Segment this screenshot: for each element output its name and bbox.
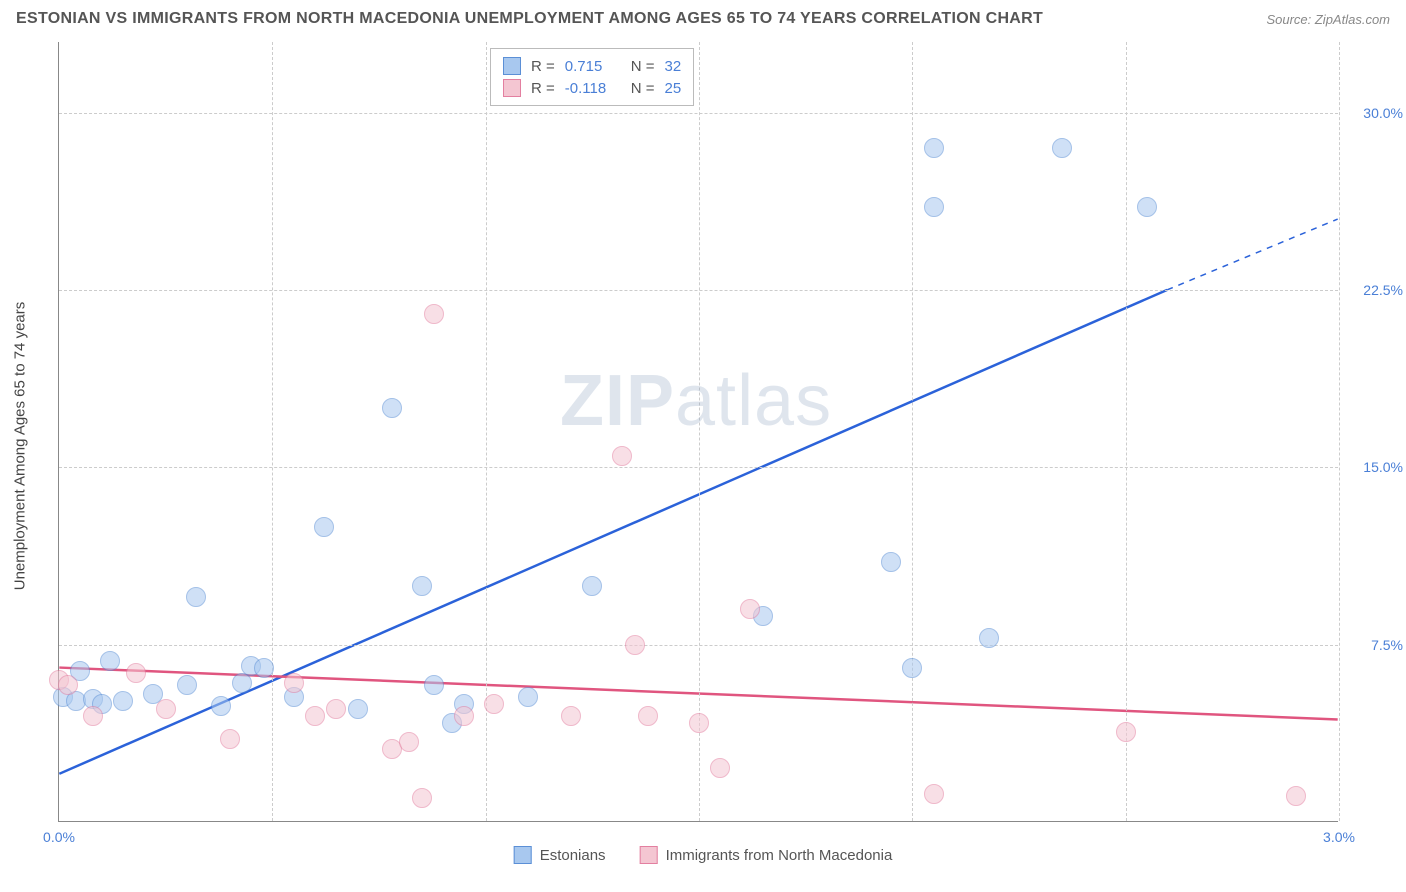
n-label: N = bbox=[631, 80, 655, 97]
data-point-estonians bbox=[382, 398, 402, 418]
x-tick-label: 3.0% bbox=[1323, 829, 1355, 845]
trendline-extrapolated bbox=[1167, 219, 1337, 290]
gridline-vertical bbox=[272, 42, 273, 821]
data-point-macedonia bbox=[1116, 722, 1136, 742]
data-point-estonians bbox=[177, 675, 197, 695]
data-point-macedonia bbox=[638, 706, 658, 726]
n-value: 25 bbox=[665, 80, 682, 97]
n-label: N = bbox=[631, 58, 655, 75]
data-point-estonians bbox=[979, 628, 999, 648]
data-point-estonians bbox=[1052, 138, 1072, 158]
data-point-macedonia bbox=[305, 706, 325, 726]
legend-item: Estonians bbox=[514, 846, 606, 864]
data-point-macedonia bbox=[424, 304, 444, 324]
data-point-macedonia bbox=[1286, 786, 1306, 806]
data-point-estonians bbox=[924, 197, 944, 217]
gridline-vertical bbox=[1339, 42, 1340, 821]
legend-item: Immigrants from North Macedonia bbox=[640, 846, 893, 864]
data-point-macedonia bbox=[284, 673, 304, 693]
data-point-macedonia bbox=[83, 706, 103, 726]
y-tick-label: 15.0% bbox=[1363, 459, 1403, 475]
data-point-estonians bbox=[582, 576, 602, 596]
n-value: 32 bbox=[665, 58, 682, 75]
data-point-macedonia bbox=[561, 706, 581, 726]
legend-swatch bbox=[640, 846, 658, 864]
data-point-macedonia bbox=[612, 446, 632, 466]
data-point-estonians bbox=[424, 675, 444, 695]
data-point-macedonia bbox=[689, 713, 709, 733]
data-point-estonians bbox=[881, 552, 901, 572]
data-point-estonians bbox=[314, 517, 334, 537]
gridline-vertical bbox=[699, 42, 700, 821]
chart-title: ESTONIAN VS IMMIGRANTS FROM NORTH MACEDO… bbox=[16, 10, 1043, 28]
y-axis-title: Unemployment Among Ages 65 to 74 years bbox=[12, 302, 29, 591]
gridline-vertical bbox=[912, 42, 913, 821]
y-tick-label: 7.5% bbox=[1371, 637, 1403, 653]
data-point-estonians bbox=[1137, 197, 1157, 217]
data-point-macedonia bbox=[454, 706, 474, 726]
r-label: R = bbox=[531, 58, 555, 75]
data-point-macedonia bbox=[484, 694, 504, 714]
data-point-macedonia bbox=[126, 663, 146, 683]
stats-row: R = -0.118 N = 25 bbox=[503, 77, 681, 99]
data-point-estonians bbox=[100, 651, 120, 671]
data-point-macedonia bbox=[710, 758, 730, 778]
data-point-estonians bbox=[348, 699, 368, 719]
data-point-estonians bbox=[254, 658, 274, 678]
data-point-estonians bbox=[232, 673, 252, 693]
data-point-estonians bbox=[211, 696, 231, 716]
data-point-macedonia bbox=[924, 784, 944, 804]
y-tick-label: 22.5% bbox=[1363, 282, 1403, 298]
legend-label: Immigrants from North Macedonia bbox=[666, 847, 893, 864]
y-tick-label: 30.0% bbox=[1363, 105, 1403, 121]
data-point-estonians bbox=[902, 658, 922, 678]
legend-swatch bbox=[503, 79, 521, 97]
data-point-estonians bbox=[186, 587, 206, 607]
x-tick-label: 0.0% bbox=[43, 829, 75, 845]
legend-label: Estonians bbox=[540, 847, 606, 864]
data-point-macedonia bbox=[412, 788, 432, 808]
gridline-vertical bbox=[1126, 42, 1127, 821]
data-point-estonians bbox=[113, 691, 133, 711]
data-point-macedonia bbox=[58, 675, 78, 695]
stats-row: R = 0.715 N = 32 bbox=[503, 55, 681, 77]
data-point-macedonia bbox=[740, 599, 760, 619]
data-point-macedonia bbox=[625, 635, 645, 655]
legend-swatch bbox=[514, 846, 532, 864]
series-legend: Estonians Immigrants from North Macedonia bbox=[514, 846, 893, 864]
data-point-macedonia bbox=[220, 729, 240, 749]
data-point-estonians bbox=[412, 576, 432, 596]
scatter-plot-area: 7.5%15.0%22.5%30.0%0.0%3.0% bbox=[58, 42, 1338, 822]
r-value: 0.715 bbox=[565, 58, 621, 75]
r-value: -0.118 bbox=[565, 80, 621, 97]
data-point-estonians bbox=[518, 687, 538, 707]
data-point-macedonia bbox=[326, 699, 346, 719]
data-point-macedonia bbox=[399, 732, 419, 752]
legend-swatch bbox=[503, 57, 521, 75]
data-point-macedonia bbox=[156, 699, 176, 719]
data-point-estonians bbox=[924, 138, 944, 158]
r-label: R = bbox=[531, 80, 555, 97]
correlation-stats-legend: R = 0.715 N = 32 R = -0.118 N = 25 bbox=[490, 48, 694, 106]
source-label: Source: ZipAtlas.com bbox=[1266, 12, 1390, 27]
